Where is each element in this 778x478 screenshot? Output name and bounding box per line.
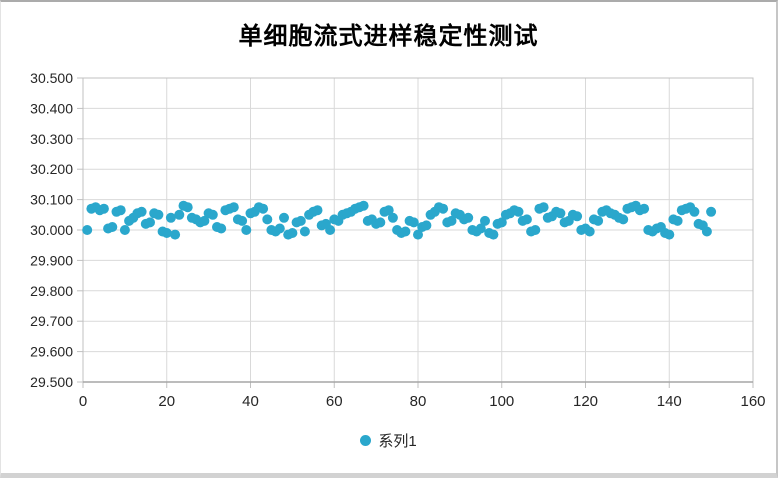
x-tick-label: 0 (79, 393, 87, 410)
x-tick-label: 160 (740, 393, 765, 410)
x-tick-label: 60 (326, 393, 343, 410)
x-tick-label: 40 (242, 393, 259, 410)
data-point (421, 220, 432, 231)
data-point (174, 209, 185, 220)
data-point (413, 229, 423, 240)
scatter-plot-area: 30.500 30.400 30.300 30.200 30.100 30.000 29.9… (30, 70, 765, 410)
legend[interactable]: 系列1 (1, 430, 776, 451)
data-point (98, 203, 109, 214)
data-point (475, 223, 486, 234)
data-point (358, 200, 369, 211)
data-point (513, 206, 524, 217)
data-point (199, 215, 210, 226)
data-point (207, 209, 218, 220)
y-tick-label: 29.900 (30, 252, 73, 268)
data-point (555, 208, 566, 219)
data-point (258, 203, 269, 214)
data-point (488, 229, 499, 240)
data-point (241, 225, 252, 235)
data-point (107, 222, 118, 232)
data-point (538, 202, 549, 213)
data-point (672, 215, 683, 226)
y-tick-label: 29.600 (30, 344, 73, 360)
data-point (530, 225, 541, 235)
data-point (82, 225, 93, 235)
data-point (228, 202, 239, 213)
data-point (375, 217, 386, 228)
data-point (170, 229, 181, 240)
data-point (572, 211, 583, 222)
data-point (400, 226, 411, 237)
data-point (153, 209, 164, 220)
data-point (446, 215, 457, 226)
y-tick-label: 30.500 (30, 70, 73, 86)
data-point (387, 212, 398, 223)
data-point (584, 226, 595, 237)
x-tick-label: 20 (158, 393, 175, 410)
data-point (262, 214, 273, 225)
data-point (593, 215, 604, 226)
data-point (299, 226, 310, 237)
data-point (295, 215, 306, 226)
data-point (706, 206, 717, 217)
data-point (701, 226, 712, 237)
data-point (287, 228, 298, 238)
x-tick-label: 140 (657, 393, 682, 410)
data-point (438, 203, 449, 214)
data-point (463, 212, 474, 223)
x-tick-label: 80 (410, 393, 427, 410)
data-point (521, 214, 532, 225)
data-point (496, 217, 507, 228)
data-point (664, 229, 675, 240)
data-point (115, 205, 126, 216)
x-tick-label: 120 (573, 393, 598, 410)
data-point (182, 202, 193, 213)
legend-label: 系列1 (378, 433, 417, 450)
y-tick-label: 30.300 (30, 131, 73, 147)
data-point (408, 217, 419, 228)
y-tick-label: 29.500 (30, 374, 73, 390)
data-point (312, 205, 323, 216)
legend-marker-icon (360, 435, 372, 446)
data-point (165, 212, 176, 223)
y-tick-label: 29.700 (30, 313, 73, 329)
y-tick-label: 30.400 (30, 100, 73, 116)
y-tick-label: 30.100 (30, 192, 73, 208)
data-point (279, 212, 289, 223)
data-point (216, 223, 227, 234)
y-tick-label: 29.800 (30, 283, 73, 299)
chart-title: 单细胞流式进样稳定性测试 (238, 23, 539, 50)
data-point (689, 206, 700, 217)
data-point (161, 228, 172, 238)
data-point (119, 225, 130, 235)
data-point (383, 205, 394, 216)
data-point (237, 215, 248, 226)
data-point (325, 225, 336, 235)
data-point (274, 223, 285, 234)
x-tick-label: 100 (489, 393, 514, 410)
data-point (136, 206, 147, 217)
data-point (480, 215, 490, 226)
data-point (145, 217, 155, 228)
data-point (639, 203, 650, 214)
data-point (618, 214, 629, 225)
y-tick-label: 30.000 (30, 222, 73, 238)
y-tick-label: 30.200 (30, 161, 73, 177)
